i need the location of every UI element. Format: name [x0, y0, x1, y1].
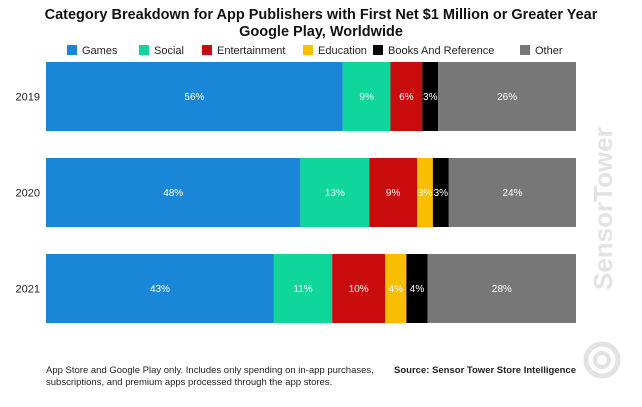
bar-value-label: 43% [150, 284, 170, 295]
bar-value-label: 4% [410, 284, 425, 295]
bar-value-label: 4% [389, 284, 404, 295]
legend-swatch [67, 45, 77, 55]
source-text: Source: Sensor Tower Store Intelligence [394, 365, 576, 376]
legend-label: Entertainment [217, 45, 285, 57]
bar-segment [427, 254, 576, 323]
footnote: App Store and Google Play only. Includes… [46, 365, 396, 389]
bar-segment [422, 62, 439, 131]
bars: 2019 56% 9% 6% 3% 26%2020 48% 13% 9% 3% 3% 24%2021 4… [16, 62, 576, 323]
category-label: 2020 [16, 188, 40, 200]
bar-value-label: 26% [497, 92, 517, 103]
bar-value-label: 9% [359, 92, 374, 103]
bar-segment [273, 254, 333, 323]
footnote-line: subscriptions, and premium apps processe… [46, 377, 333, 388]
bar-value-label: 3% [418, 188, 433, 199]
footnote-line: App Store and Google Play only. Includes… [46, 365, 374, 376]
legend-label: Education [318, 45, 367, 57]
category-label: 2019 [16, 92, 40, 104]
bar-value-label: 13% [325, 188, 345, 199]
bar-value-label: 56% [184, 92, 204, 103]
chart-title-line: Google Play, Worldwide [239, 24, 403, 40]
bar-value-label: 9% [386, 188, 401, 199]
legend-swatch [139, 45, 149, 55]
bar-segment [390, 62, 423, 131]
category-label: 2021 [16, 284, 40, 296]
bar-segment [369, 158, 417, 227]
bar-segment [46, 62, 343, 131]
chart-title-line: Category Breakdown for App Publishers wi… [45, 7, 598, 23]
bar-segment [417, 158, 433, 227]
bar-segment [46, 254, 274, 323]
bar-segment [406, 254, 428, 323]
bar-value-label: 6% [399, 92, 414, 103]
legend-swatch [373, 45, 383, 55]
bar-value-label: 3% [423, 92, 438, 103]
legend: Games Social Entertainment Education Books A… [67, 45, 563, 57]
bar-segment [332, 254, 386, 323]
legend-label: Games [82, 45, 118, 57]
bar-value-label: 11% [293, 284, 312, 295]
bar-segment [432, 158, 449, 227]
sensor-tower-watermark: SensorTower [583, 127, 621, 379]
bar-segment [46, 158, 301, 227]
bar-value-label: 48% [163, 188, 183, 199]
bar-segment [385, 254, 407, 323]
bar-segment [342, 62, 391, 131]
bar-value-label: 28% [492, 284, 512, 295]
chart-title: Category Breakdown for App Publishers wi… [45, 7, 598, 40]
bar-value-label: 24% [502, 188, 522, 199]
legend-swatch [202, 45, 212, 55]
legend-label: Social [154, 45, 184, 57]
bar-segment [448, 158, 576, 227]
legend-swatch [303, 45, 313, 55]
bar-value-label: 3% [434, 188, 449, 199]
legend-label: Books And Reference [388, 45, 494, 57]
legend-swatch [520, 45, 530, 55]
sensor-tower-logo-icon [583, 341, 621, 379]
watermark-text: SensorTower [588, 127, 618, 290]
legend-label: Other [535, 45, 563, 57]
bar-value-label: 10% [349, 284, 369, 295]
bar-segment [300, 158, 370, 227]
bar-segment [438, 62, 576, 131]
